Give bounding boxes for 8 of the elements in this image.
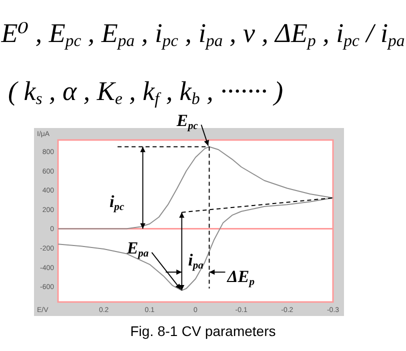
annotation: E$_{pc}$ bbox=[176, 110, 198, 132]
annotation: E$_{pa}$ bbox=[126, 238, 150, 260]
chart-title: E⁰ , E$_{pc}$ , E$_{pa}$ , i$_{pc}$ , i$_{pa}$ , v , ΔE$_{p}$ , i$_{pc}$ / i$_{pa}$ bbox=[1, 18, 405, 50]
annotation: ΔE$_{p}$ bbox=[226, 267, 255, 288]
annotation: i$_{pa}$ bbox=[188, 250, 204, 272]
caption: Fig. 8-1 CV parameters bbox=[130, 323, 276, 339]
annotation: i$_{pc}$ bbox=[109, 192, 124, 212]
text: ( k$_{s}$ , α , K$_{e}$ , k$_{f}$ , k$_{b}$ , ······· ) bbox=[8, 76, 284, 108]
